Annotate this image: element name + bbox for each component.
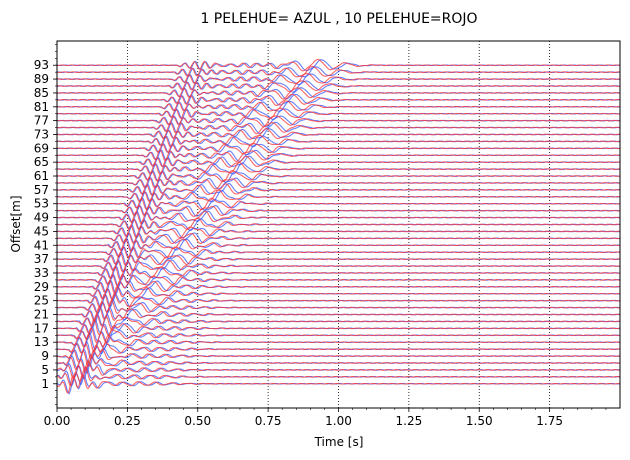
y-axis: 1591317212529333741454953576165697377818… — [34, 44, 57, 405]
y-tick-label: 1 — [41, 377, 49, 391]
x-tick-label: 1.25 — [396, 414, 423, 428]
trace-line — [57, 259, 621, 273]
y-tick-label: 93 — [34, 58, 49, 72]
trace-line — [56, 107, 621, 120]
trace-line — [56, 348, 620, 367]
trace-line — [56, 176, 621, 190]
y-tick-label: 9 — [41, 349, 49, 363]
trace-line — [56, 252, 621, 267]
trace-line — [56, 232, 621, 245]
trace-line — [56, 205, 621, 217]
y-tick-label: 89 — [34, 72, 49, 86]
trace-line — [56, 149, 620, 162]
y-tick-label: 85 — [34, 86, 49, 100]
y-tick-label: 29 — [34, 280, 49, 294]
y-tick-label: 37 — [34, 252, 49, 266]
trace-line — [56, 80, 621, 93]
y-tick-label: 45 — [34, 224, 49, 238]
trace-line — [56, 93, 621, 106]
y-tick-label: 73 — [34, 127, 49, 141]
trace-line — [57, 58, 621, 72]
trace-line — [57, 73, 621, 85]
y-tick-label: 57 — [34, 183, 49, 197]
y-tick-label: 65 — [34, 155, 49, 169]
trace-line — [56, 100, 621, 112]
trace-line — [56, 293, 621, 308]
trace-line — [57, 318, 621, 337]
trace-line — [56, 128, 621, 140]
trace-line — [56, 299, 621, 314]
trace-group — [56, 58, 621, 395]
trace-line — [56, 280, 621, 294]
trace-line — [56, 224, 620, 239]
x-axis: 0.00 0.25 0.50 0.75 1.00 1.25 1.50 1.75 — [44, 408, 607, 428]
y-axis-label: Offset[m] — [9, 195, 23, 252]
trace-line — [56, 155, 621, 168]
trace-line — [56, 162, 621, 175]
x-tick-label: 0.75 — [255, 414, 282, 428]
y-tick-label: 21 — [34, 308, 49, 322]
trace-line — [57, 210, 620, 224]
x-tick-label: 1.50 — [466, 414, 493, 428]
trace-line — [57, 122, 621, 135]
x-tick-label: 1.75 — [536, 414, 563, 428]
trace-line — [56, 134, 621, 148]
trace-line — [56, 313, 621, 331]
chart-title: 1 PELEHUE= AZUL , 10 PELEHUE=ROJO — [200, 11, 477, 27]
trace-line — [57, 365, 621, 387]
x-tick-label: 0.25 — [114, 414, 141, 428]
y-tick-label: 77 — [34, 114, 49, 128]
y-tick-label: 53 — [34, 197, 49, 211]
y-tick-label: 69 — [34, 141, 49, 155]
trace-line — [57, 305, 621, 322]
trace-line — [56, 87, 620, 100]
trace-line — [56, 342, 621, 360]
trace-line — [56, 65, 621, 78]
trace-line — [56, 327, 621, 344]
y-tick-label: 13 — [34, 335, 49, 349]
x-tick-label: 1.00 — [325, 414, 352, 428]
x-tick-label: 0.50 — [184, 414, 211, 428]
x-axis-label: Time [s] — [314, 435, 364, 449]
y-tick-label: 81 — [34, 100, 49, 114]
y-tick-label: 5 — [41, 363, 49, 377]
y-tick-label: 41 — [34, 238, 49, 252]
series-red — [56, 58, 621, 394]
trace-line — [56, 246, 621, 259]
trace-line — [57, 334, 620, 353]
y-tick-label: 33 — [34, 266, 49, 280]
trace-line — [56, 115, 621, 128]
trace-line — [56, 353, 621, 373]
trace-line — [56, 189, 621, 203]
trace-line — [56, 183, 621, 196]
trace-line — [56, 265, 621, 281]
trace-line — [56, 359, 621, 380]
trace-line — [56, 142, 621, 155]
trace-line — [56, 217, 621, 231]
trace-line — [56, 285, 620, 300]
y-tick-label: 25 — [34, 294, 49, 308]
y-tick-label: 17 — [34, 321, 49, 335]
x-tick-label: 0.00 — [44, 414, 71, 428]
y-tick-label: 49 — [34, 211, 49, 225]
trace-line — [56, 374, 621, 394]
y-tick-label: 61 — [34, 169, 49, 183]
trace-line — [56, 238, 620, 252]
